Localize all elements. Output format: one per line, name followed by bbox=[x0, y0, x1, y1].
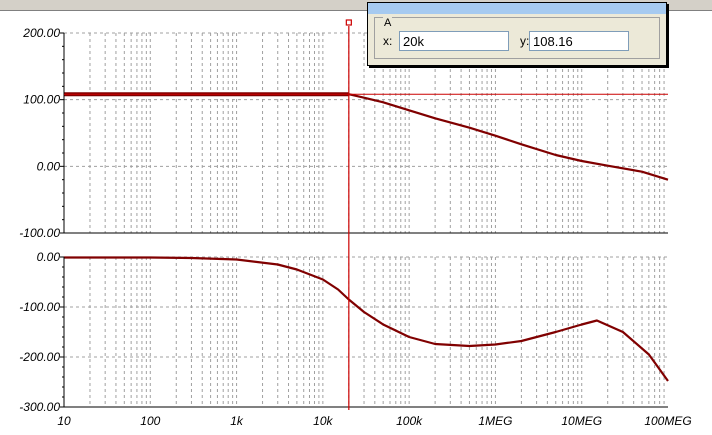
y-tick-label: 0.00 bbox=[37, 250, 61, 264]
cursor-layer[interactable] bbox=[64, 19, 668, 410]
x-readout-field[interactable]: 20k bbox=[399, 31, 509, 51]
cursor-handle[interactable] bbox=[345, 19, 352, 26]
x-tick-label: 100k bbox=[396, 414, 423, 428]
x-tick-label: 1MEG bbox=[478, 414, 512, 428]
x-tick-label: 10k bbox=[313, 414, 333, 428]
toolbar-strip bbox=[0, 0, 712, 11]
x-tick-label: 1k bbox=[230, 414, 244, 428]
y-readout-label: y: bbox=[520, 34, 530, 48]
label-layer: 200.00 100.00 0.00 -100.00 0.00 -100.00 -200.0… bbox=[19, 26, 691, 428]
x-tick-label: 100 bbox=[140, 414, 160, 428]
x-tick-label: 10MEG bbox=[561, 414, 602, 428]
y-tick-label: -100.00 bbox=[19, 226, 60, 240]
y-tick-label: 0.00 bbox=[37, 159, 61, 173]
phase-trace bbox=[64, 256, 669, 382]
cursor-readout-window[interactable]: A x: 20k y: 108.16 bbox=[367, 2, 667, 66]
grid-layer bbox=[63, 32, 668, 408]
axis-layer bbox=[60, 32, 668, 408]
y-tick-label: -100.00 bbox=[19, 300, 60, 314]
y-tick-label: -200.00 bbox=[19, 350, 60, 364]
y-readout-field[interactable]: 108.16 bbox=[529, 31, 629, 51]
x-tick-label: 100MEG bbox=[644, 414, 691, 428]
y-tick-label: 200.00 bbox=[22, 26, 60, 40]
x-tick-label: 10 bbox=[57, 414, 71, 428]
y-tick-label: 100.00 bbox=[23, 93, 60, 107]
x-readout-label: x: bbox=[383, 34, 393, 48]
cursor-group-label: A bbox=[383, 17, 393, 29]
cursor-window-titlebar[interactable] bbox=[368, 3, 666, 14]
y-tick-label: -300.00 bbox=[19, 400, 60, 414]
cursor-a-group: A x: 20k y: 108.16 bbox=[374, 17, 660, 59]
